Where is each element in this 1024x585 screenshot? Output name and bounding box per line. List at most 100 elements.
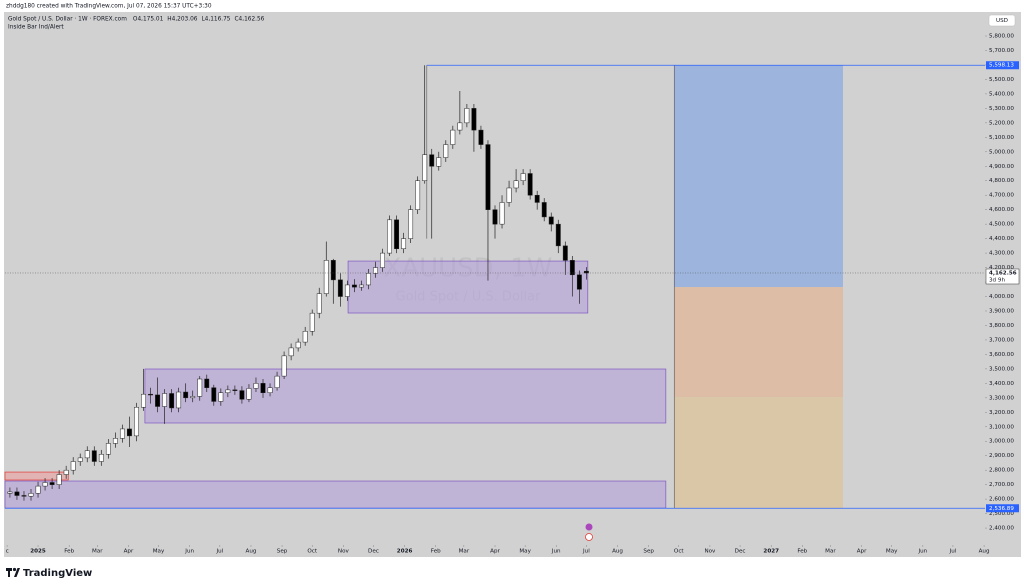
candle-body bbox=[239, 390, 245, 400]
candle-body bbox=[583, 270, 589, 274]
currency-box[interactable] bbox=[988, 14, 1016, 27]
x-tick-label: c bbox=[6, 549, 9, 555]
candle-body bbox=[197, 378, 203, 397]
y-tick-label: 4,300.00 bbox=[989, 251, 1014, 257]
y-tick-label: 2,700.00 bbox=[989, 482, 1014, 488]
y-tick-label: 3,000.00 bbox=[989, 439, 1014, 445]
x-tick-label: Apr bbox=[124, 549, 134, 555]
x-tick-label: Nov bbox=[704, 549, 716, 555]
y-tick-label: 4,000.00 bbox=[989, 294, 1014, 300]
y-tick-label: 2,900.00 bbox=[989, 453, 1014, 459]
candle-body bbox=[70, 461, 76, 471]
ohlc-value: H4,203.06 bbox=[167, 17, 197, 23]
candle-body bbox=[204, 378, 210, 388]
price-label: 2,536.89 bbox=[989, 506, 1014, 512]
y-tick-label: 5,100.00 bbox=[989, 135, 1014, 141]
y-tick-label: 4,200.00 bbox=[989, 265, 1014, 271]
ohlc-value: L4,116.75 bbox=[201, 17, 230, 23]
footer-logo bbox=[6, 567, 20, 577]
candle-body bbox=[119, 428, 125, 439]
candle-body bbox=[84, 450, 90, 459]
y-tick-label: 2,400.00 bbox=[989, 526, 1014, 532]
y-tick-label: 3,800.00 bbox=[989, 323, 1014, 329]
x-tick-label: May bbox=[519, 549, 531, 555]
candle-body bbox=[457, 122, 463, 131]
y-tick-label: 3,100.00 bbox=[989, 424, 1014, 430]
candle-body bbox=[49, 482, 55, 485]
candle-body bbox=[267, 387, 273, 394]
x-tick-label: Feb bbox=[797, 549, 807, 555]
y-tick-label: 2,600.00 bbox=[989, 497, 1014, 503]
candle-body bbox=[555, 223, 561, 247]
candle-body bbox=[380, 252, 385, 268]
candle-body bbox=[513, 180, 519, 189]
candle-body bbox=[190, 396, 196, 399]
y-tick-label: 5,500.00 bbox=[989, 77, 1014, 83]
candle-body bbox=[576, 274, 582, 290]
candle-body bbox=[218, 392, 224, 402]
candle-body bbox=[506, 187, 512, 203]
y-tick-label: 4,800.00 bbox=[989, 178, 1014, 184]
candle-body bbox=[246, 388, 252, 400]
x-tick-label: Apr bbox=[857, 549, 867, 555]
ohlc-value: C4,162.56 bbox=[235, 17, 265, 23]
event-icon bbox=[585, 523, 593, 531]
x-tick-label: Aug bbox=[246, 549, 257, 555]
y-tick-label: 3,600.00 bbox=[989, 352, 1014, 358]
y-tick-label: 3,200.00 bbox=[989, 410, 1014, 416]
y-tick-label: 4,900.00 bbox=[989, 164, 1014, 170]
candle-body bbox=[309, 312, 315, 332]
candle-body bbox=[485, 144, 491, 210]
x-tick-label: Jul bbox=[582, 549, 590, 555]
candle-body bbox=[169, 393, 175, 409]
candle-body bbox=[141, 393, 146, 408]
last-price-box bbox=[985, 268, 1020, 285]
x-tick-label: Feb bbox=[431, 549, 441, 555]
candle-body bbox=[562, 245, 568, 261]
candle-body bbox=[387, 219, 392, 254]
y-tick-label: 4,700.00 bbox=[989, 193, 1014, 199]
candle-body bbox=[105, 443, 111, 455]
candle-body bbox=[471, 108, 477, 131]
x-tick-label: Mar bbox=[459, 549, 470, 555]
indicator: Inside Bar Ind/Alert bbox=[8, 25, 64, 31]
x-tick-label: Jul bbox=[215, 549, 223, 555]
y-tick-label: 4,600.00 bbox=[989, 207, 1014, 213]
candle-body bbox=[260, 383, 266, 394]
ohlc-value: O4,175.01 bbox=[133, 17, 164, 23]
y-tick-label: 5,000.00 bbox=[989, 149, 1014, 155]
zone bbox=[144, 368, 667, 424]
candle-body bbox=[302, 331, 308, 343]
price-label-box bbox=[986, 504, 1019, 513]
y-tick-label: 3,900.00 bbox=[989, 308, 1014, 314]
x-tick-label: Oct bbox=[674, 549, 684, 555]
candle-body bbox=[42, 482, 48, 487]
candle-body bbox=[323, 260, 329, 294]
candle-body bbox=[281, 355, 287, 377]
zone bbox=[4, 471, 69, 481]
y-tick-label: 2,800.00 bbox=[989, 468, 1014, 474]
candle-body bbox=[443, 144, 449, 158]
y-tick-label: 5,200.00 bbox=[989, 120, 1014, 126]
x-tick-label: Sep bbox=[277, 549, 288, 555]
countdown: 3d 9h bbox=[989, 277, 1005, 283]
currency: USD bbox=[996, 18, 1008, 24]
candle-body bbox=[148, 393, 153, 396]
candle-body bbox=[429, 154, 435, 167]
credit: zhddg180 created with TradingView.com, J… bbox=[6, 4, 212, 10]
candle-body bbox=[77, 457, 83, 462]
candle-body bbox=[91, 450, 97, 462]
x-tick-label: 2025 bbox=[30, 549, 46, 555]
candle-body bbox=[35, 485, 41, 494]
candle-body bbox=[183, 391, 189, 399]
candle-body bbox=[569, 260, 575, 276]
candle-body bbox=[98, 454, 104, 462]
candle-body bbox=[478, 129, 484, 145]
x-tick-label: Sep bbox=[643, 549, 654, 555]
zone bbox=[4, 480, 667, 509]
position-zone bbox=[674, 287, 843, 398]
price-label-box bbox=[986, 61, 1019, 70]
candle-body bbox=[499, 202, 505, 225]
candle-body bbox=[415, 180, 421, 210]
